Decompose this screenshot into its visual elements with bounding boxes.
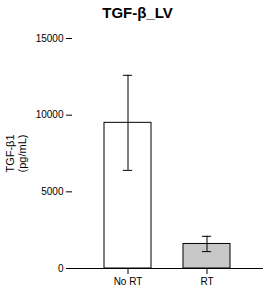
- svg-text:15000: 15000: [36, 33, 64, 44]
- svg-text:No RT: No RT: [114, 276, 143, 287]
- html-text:TGF-β_LV: TGF-β_LV: [102, 4, 173, 21]
- svg-text:10000: 10000: [36, 109, 64, 120]
- svg-text:TGF-β1(pg/mL): TGF-β1(pg/mL): [4, 134, 28, 172]
- svg-text:0: 0: [58, 263, 64, 274]
- svg-text:RT: RT: [200, 276, 213, 287]
- svg-text:5000: 5000: [41, 186, 64, 197]
